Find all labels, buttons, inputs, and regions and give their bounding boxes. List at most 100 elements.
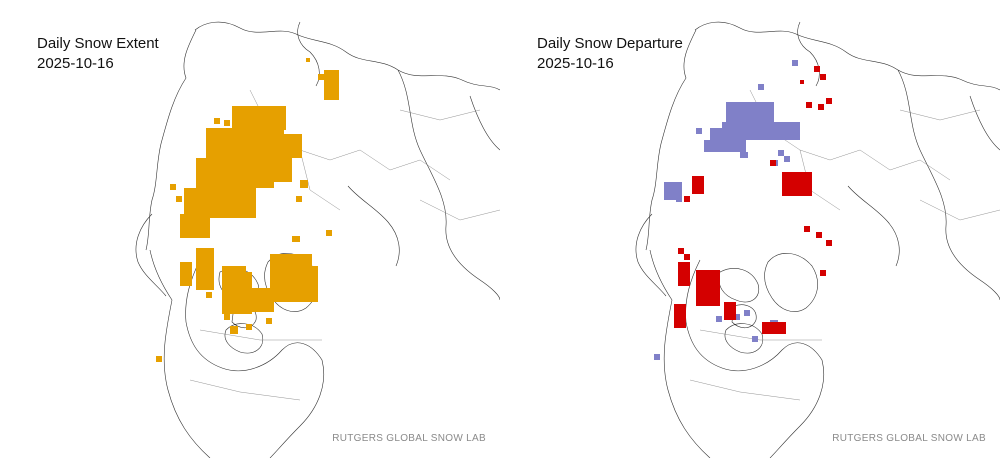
snow-below-normal-cell bbox=[714, 276, 720, 282]
snow-cover-cell bbox=[202, 158, 208, 164]
snow-cover-cell bbox=[224, 128, 230, 134]
snow-above-normal-cell bbox=[770, 134, 776, 140]
snow-cover-cell bbox=[274, 164, 280, 170]
snow-cover-cell bbox=[256, 170, 262, 176]
snow-cover-cell bbox=[236, 146, 242, 152]
snow-above-normal-cell bbox=[782, 134, 788, 140]
snow-cover-cell bbox=[180, 232, 186, 238]
snow-cover-cell bbox=[208, 278, 214, 284]
snow-cover-cell bbox=[208, 194, 214, 200]
snow-cover-cell bbox=[272, 152, 278, 158]
snow-below-normal-cell bbox=[680, 304, 686, 310]
snow-cover-cell bbox=[244, 170, 250, 176]
snow-cover-cell bbox=[256, 294, 262, 300]
snow-cover-cell bbox=[222, 266, 228, 272]
snow-cover-cell bbox=[224, 140, 230, 146]
snow-cover-cell bbox=[220, 182, 226, 188]
snow-above-normal-cell bbox=[762, 108, 768, 114]
snow-above-normal-cell bbox=[726, 114, 732, 120]
snow-cover-cell bbox=[248, 146, 254, 152]
snow-cover-cell bbox=[288, 272, 294, 278]
snow-cover-cell bbox=[224, 314, 230, 320]
snow-cover-cell bbox=[242, 128, 248, 134]
snow-below-normal-cell bbox=[730, 302, 736, 308]
snow-above-normal-cell bbox=[752, 122, 758, 128]
snow-cover-cell bbox=[220, 158, 226, 164]
snow-above-normal-cell bbox=[782, 128, 788, 134]
snow-cover-cell bbox=[218, 152, 224, 158]
snow-cover-cell bbox=[262, 294, 268, 300]
snow-cover-cell bbox=[226, 182, 232, 188]
snow-cover-cell bbox=[250, 124, 256, 130]
snow-cover-cell bbox=[180, 226, 186, 232]
snow-cover-cell bbox=[286, 164, 292, 170]
snow-cover-cell bbox=[208, 284, 214, 290]
snow-cover-cell bbox=[186, 214, 192, 220]
snow-cover-cell bbox=[228, 296, 234, 302]
snow-cover-cell bbox=[262, 170, 268, 176]
snow-cover-cell bbox=[242, 146, 248, 152]
snow-cover-cell bbox=[240, 302, 246, 308]
snow-below-normal-cell bbox=[788, 184, 794, 190]
snow-cover-cell bbox=[262, 106, 268, 112]
snow-cover-cell bbox=[284, 134, 290, 140]
snow-cover-cell bbox=[242, 152, 248, 158]
snow-cover-cell bbox=[324, 75, 329, 80]
snow-cover-cell bbox=[218, 128, 224, 134]
snow-cover-cell bbox=[202, 200, 208, 206]
snow-cover-cell bbox=[186, 268, 192, 274]
snow-cover-cell bbox=[238, 112, 244, 118]
snow-cover-cell bbox=[204, 220, 210, 226]
snow-cover-cell bbox=[220, 176, 226, 182]
snow-cover-cell bbox=[224, 146, 230, 152]
snow-cover-cell bbox=[234, 278, 240, 284]
snow-cover-cell bbox=[290, 146, 296, 152]
snow-cover-cell bbox=[196, 200, 202, 206]
snow-cover-cell bbox=[254, 128, 260, 134]
snow-below-normal-cell bbox=[680, 316, 686, 322]
snow-cover-cell bbox=[280, 106, 286, 112]
snow-cover-cell bbox=[262, 300, 268, 306]
snow-below-normal-cell bbox=[788, 172, 794, 178]
snow-below-normal-cell bbox=[724, 302, 730, 308]
snow-cover-cell bbox=[222, 284, 228, 290]
snow-cover-cell bbox=[244, 200, 250, 206]
snow-cover-cell bbox=[220, 194, 226, 200]
snow-cover-cell bbox=[208, 206, 214, 212]
snow-below-normal-cell bbox=[696, 270, 702, 276]
snow-below-normal-cell bbox=[782, 172, 788, 178]
snow-below-normal-cell bbox=[708, 276, 714, 282]
snow-cover-cell bbox=[268, 294, 274, 300]
snow-cover-cell bbox=[329, 95, 334, 100]
snow-cover-cell bbox=[294, 272, 300, 278]
snow-cover-cell bbox=[236, 128, 242, 134]
snow-cover-cell bbox=[196, 266, 202, 272]
snow-above-normal-cell bbox=[654, 354, 660, 360]
snow-cover-cell bbox=[204, 232, 210, 238]
snow-cover-cell bbox=[256, 112, 262, 118]
snow-cover-cell bbox=[156, 356, 162, 362]
snow-cover-cell bbox=[268, 306, 274, 312]
snow-cover-cell bbox=[280, 124, 286, 130]
snow-above-normal-cell bbox=[728, 128, 734, 134]
snow-cover-cell bbox=[312, 266, 318, 272]
snow-above-normal-cell bbox=[710, 140, 716, 146]
snow-above-normal-cell bbox=[750, 108, 756, 114]
snow-below-normal-cell bbox=[702, 294, 708, 300]
snow-above-normal-cell bbox=[750, 102, 756, 108]
snow-cover-cell bbox=[208, 182, 214, 188]
snow-cover-cell bbox=[290, 134, 296, 140]
snow-above-normal-cell bbox=[770, 128, 776, 134]
snow-cover-cell bbox=[240, 296, 246, 302]
snow-cover-cell bbox=[334, 95, 339, 100]
snow-cover-cell bbox=[284, 152, 290, 158]
snow-cover-cell bbox=[240, 266, 246, 272]
snow-above-normal-cell bbox=[716, 128, 722, 134]
snow-cover-cell bbox=[266, 134, 272, 140]
snow-above-normal-cell bbox=[716, 134, 722, 140]
snow-cover-cell bbox=[276, 290, 282, 296]
snow-cover-cell bbox=[250, 158, 256, 164]
snow-cover-cell bbox=[186, 226, 192, 232]
snow-below-normal-cell bbox=[800, 190, 806, 196]
snow-cover-cell bbox=[270, 278, 276, 284]
